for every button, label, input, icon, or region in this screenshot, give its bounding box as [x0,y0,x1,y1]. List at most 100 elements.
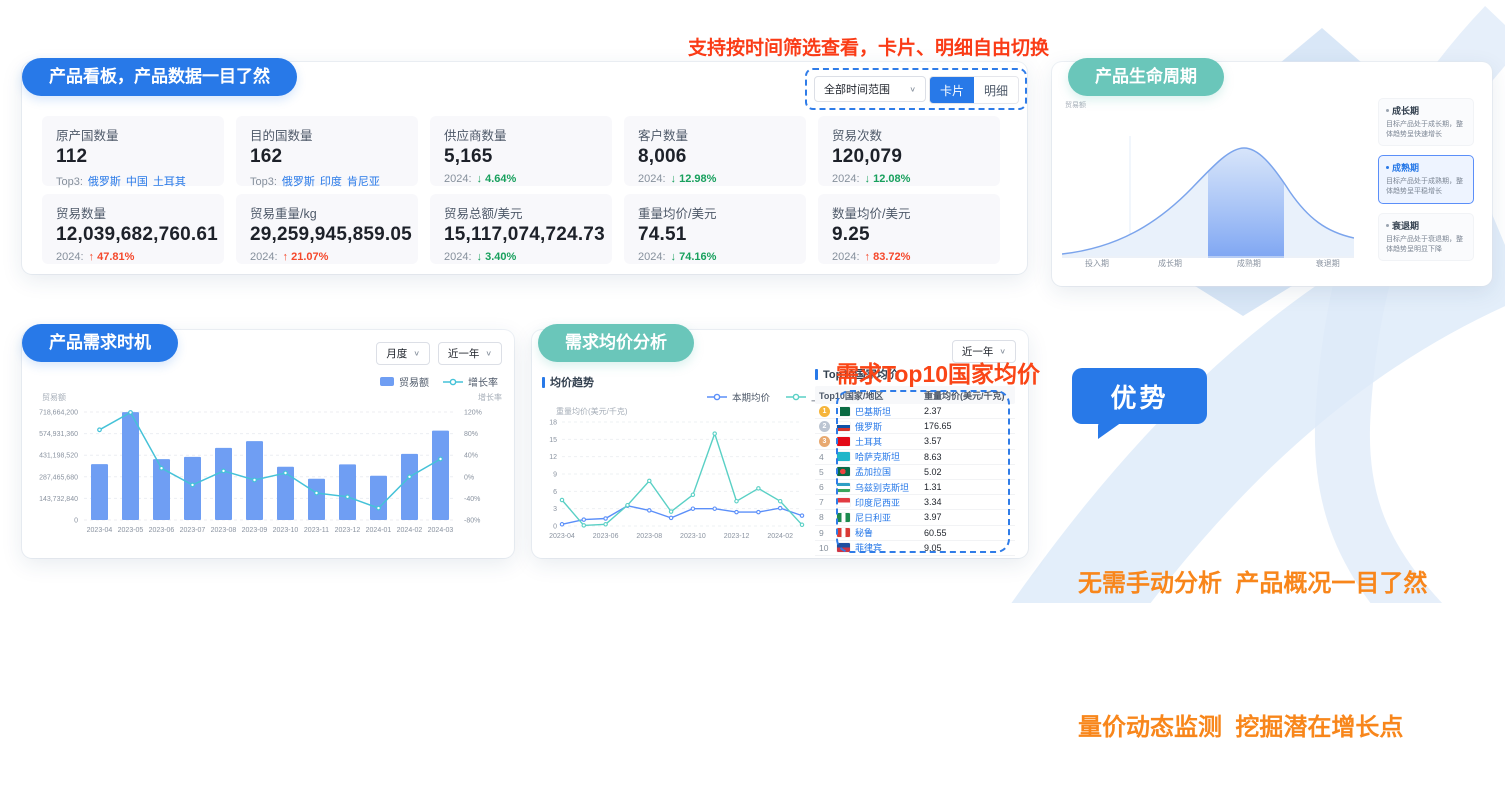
svg-text:12: 12 [549,454,557,461]
range-select-value: 近一年 [448,346,480,361]
country-flag-icon [837,483,850,492]
avg-price-value: 176.65 [924,421,1011,431]
section-bar-icon [815,369,818,380]
country-link[interactable]: 秘鲁 [855,526,924,539]
chevron-down-icon: ∨ [485,349,492,358]
view-detail-button[interactable]: 明细 [974,77,1018,103]
svg-text:718,664,200: 718,664,200 [39,410,78,417]
stat-value: 5,165 [444,146,598,168]
country-link[interactable]: 俄罗斯 [855,420,924,433]
top3-country-link[interactable]: 土耳其 [153,176,186,188]
svg-text:2023-09: 2023-09 [242,527,268,534]
view-card-button[interactable]: 卡片 [930,77,974,103]
rank-badge-icon: 2 [819,421,830,432]
legend-trade-value: 贸易额 [380,374,429,389]
stat-card: 数量均价/美元9.252024:↑ 83.72% [818,194,1000,264]
avg-price-value: 60.55 [924,528,1011,538]
annotation-time-filter: 支持按时间筛选查看，卡片、明细自由切换 [688,33,1049,60]
country-link[interactable]: 菲律宾 [855,541,924,554]
svg-text:0: 0 [74,518,78,525]
time-range-select[interactable]: 全部时间范围 ∨ [814,76,926,102]
range-select[interactable]: 近一年 ∨ [438,342,502,365]
stage-label: 衰退期 [1316,258,1340,269]
svg-text:0: 0 [553,524,557,531]
stat-value: 120,079 [832,146,986,168]
country-flag-icon [837,498,850,507]
avg-price-value: 9.05 [924,543,1011,553]
table-row: 4哈萨克斯坦8.63 [815,450,1015,465]
svg-text:6: 6 [553,489,557,496]
country-flag-icon [837,528,850,537]
top3-country-link[interactable]: 俄罗斯 [282,176,315,188]
lifecycle-bell-curve [1062,106,1354,262]
svg-text:2023-11: 2023-11 [304,527,329,534]
svg-text:0%: 0% [464,474,474,481]
stats-grid: 原产国数量112Top3:俄罗斯中国土耳其目的国数量162Top3:俄罗斯印度肯… [42,116,1000,264]
svg-text:2023-05: 2023-05 [118,527,144,534]
advantage-line: 量价动态监测 挖掘潜在增长点 [1078,704,1427,752]
legend-growth-rate: 增长率 [443,374,498,389]
svg-text:2024-02: 2024-02 [397,527,423,534]
svg-text:574,931,360: 574,931,360 [39,431,78,438]
stat-label: 重量均价/美元 [638,203,792,222]
timing-bar-line-chart: 718,664,200 120% 574,931,360 80% 431,198,520… [28,402,508,552]
lifecycle-card-desc: 目标产品处于衰退期，整体趋势呈明显下降 [1386,235,1466,255]
rank-number: 9 [819,528,837,538]
country-flag-icon [837,452,850,461]
delta-value: ↓ 3.40% [477,251,517,263]
table-row: 7印度尼西亚3.34 [815,495,1015,510]
country-link[interactable]: 巴基斯坦 [855,405,924,418]
svg-text:431,198,520: 431,198,520 [39,453,78,460]
rank-badge-icon: 1 [819,406,830,417]
annotation-top10: 需求Top10国家均价 [836,355,1040,389]
lifecycle-card-desc: 目标产品处于成熟期，整体趋势呈平稳增长 [1386,177,1466,197]
stat-label: 供应商数量 [444,125,598,144]
country-link[interactable]: 尼日利亚 [855,511,924,524]
stat-value: 8,006 [638,146,792,168]
top3-country-link[interactable]: 中国 [126,176,148,188]
country-link[interactable]: 孟加拉国 [855,465,924,478]
top3-country-link[interactable]: 肯尼亚 [347,176,380,188]
svg-text:80%: 80% [464,431,478,438]
stat-value: 29,259,945,859.05 [250,224,404,246]
stat-card: 客户数量8,0062024:↓ 12.98% [624,116,806,186]
table-row: 6 乌兹别克斯坦1.31 [815,480,1015,495]
rank-number: 7 [819,497,837,507]
svg-text:120%: 120% [464,410,482,417]
stat-value: 9.25 [832,224,986,246]
delta-value: ↑ 83.72% [865,251,911,263]
table-row: 5孟加拉国5.02 [815,465,1015,480]
country-link[interactable]: 哈萨克斯坦 [855,450,924,463]
svg-text:2023-10: 2023-10 [680,533,706,540]
country-link[interactable]: 土耳其 [855,435,924,448]
delta-value: ↑ 21.07% [283,251,329,263]
svg-text:2024-02: 2024-02 [767,533,793,540]
dashboard-title-pill: 产品看板，产品数据一目了然 [22,58,297,96]
advantage-line: 无需手动分析 产品概况一目了然 [1078,560,1427,608]
stat-label: 贸易重量/kg [250,203,404,222]
lifecycle-card-衰退期[interactable]: 衰退期目标产品处于衰退期，整体趋势呈明显下降 [1378,213,1474,261]
stat-label: 贸易数量 [56,203,210,222]
stat-value: 74.51 [638,224,792,246]
chevron-down-icon: ∨ [413,349,420,358]
rank-number: 5 [819,467,837,477]
stat-card: 贸易重量/kg29,259,945,859.052024:↑ 21.07% [236,194,418,264]
view-toggle: 卡片 明细 [929,76,1019,104]
country-link[interactable]: 印度尼西亚 [855,496,924,509]
stat-card: 贸易次数120,0792024:↓ 12.08% [818,116,1000,186]
avg-price-value: 1.31 [924,482,1011,492]
rank-number: 6 [819,482,837,492]
lifecycle-card-成熟期[interactable]: 成熟期目标产品处于成熟期，整体趋势呈平稳增长 [1378,155,1474,203]
rank-number: 8 [819,512,837,522]
svg-text:143,732,840: 143,732,840 [39,496,78,503]
timing-legend: 贸易额增长率 [380,374,498,389]
country-link[interactable]: 乌兹别克斯坦 [855,481,924,494]
top3-country-link[interactable]: 俄罗斯 [88,176,121,188]
stat-label: 客户数量 [638,125,792,144]
stat-card: 原产国数量112Top3:俄罗斯中国土耳其 [42,116,224,186]
period-select[interactable]: 月度 ∨ [376,342,430,365]
lifecycle-card-成长期[interactable]: 成长期目标产品处于成长期，整体趋势呈快速增长 [1378,98,1474,146]
top3-country-link[interactable]: 印度 [320,176,342,188]
stat-label: 目的国数量 [250,125,404,144]
stat-label: 原产国数量 [56,125,210,144]
